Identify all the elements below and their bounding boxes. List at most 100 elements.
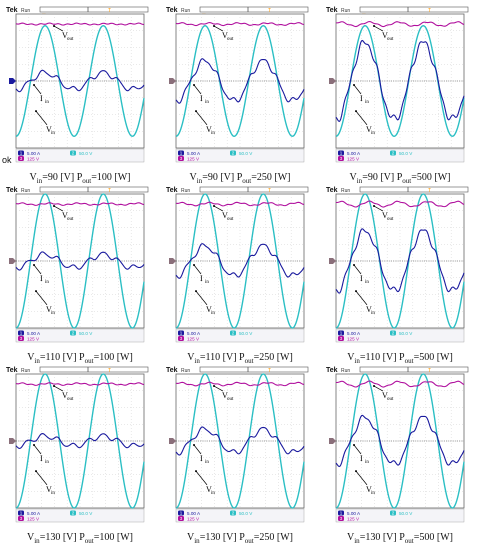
iin-label-text: I	[40, 274, 43, 283]
channel-number: 1	[180, 511, 183, 516]
iin-label-subscript: in	[365, 280, 369, 285]
caption-vin-value: 130	[205, 532, 221, 543]
channel-number: 1	[20, 151, 23, 156]
iin-label-arrow	[193, 84, 202, 95]
channel-number: 3	[340, 516, 343, 521]
ch3-scale-readout: 125 V	[187, 336, 200, 341]
vin-label-arrow	[35, 110, 48, 126]
iin-label-subscript: in	[205, 460, 209, 465]
status-label: Run	[181, 8, 190, 14]
iin-label-text: I	[360, 94, 363, 103]
brand-label: Tek	[326, 7, 338, 14]
iin-label-text: I	[40, 94, 43, 103]
caption-pout-value: 100	[99, 352, 115, 363]
channel-badge-icon	[178, 150, 184, 156]
vin-trace	[175, 25, 305, 137]
vout-label-text: V	[382, 31, 388, 40]
channel-readout: 1 5.00 A 2 50.0 V 3 125 V	[335, 328, 465, 343]
vout-trace	[15, 382, 145, 386]
ch2-scale-readout: 50.0 V	[399, 331, 413, 336]
vin-label-subscript: in	[51, 491, 55, 496]
channel-ground-marker	[9, 438, 16, 444]
iin-label-subscript: in	[205, 280, 209, 285]
ch3-scale-readout: 125 V	[187, 156, 200, 161]
channel-badge-icon	[18, 156, 24, 161]
vin-label-arrow-head	[35, 110, 37, 113]
vout-label-text: V	[62, 211, 68, 220]
channel-readout: 1 5.00 A 2 50.0 V 3 125 V	[15, 328, 145, 343]
channel-number: 3	[180, 516, 183, 521]
iin-label-arrow-head	[193, 84, 195, 86]
iin-trace	[335, 228, 465, 294]
channel-number: 1	[340, 151, 343, 156]
caption-pout-value: 500	[416, 172, 432, 183]
record-bar	[359, 366, 469, 373]
vout-trace	[15, 22, 145, 26]
vin-label-arrow-head	[35, 470, 37, 473]
vout-label-subscript: out	[387, 397, 394, 402]
ch3-scale-readout: 125 V	[347, 516, 360, 521]
ch3-scale-readout: 125 V	[347, 156, 360, 161]
ch2-scale-readout: 50.0 V	[79, 151, 93, 156]
iin-label-arrow	[33, 84, 42, 95]
readout-background	[175, 328, 305, 343]
ch1-scale-readout: 5.00 A	[27, 151, 41, 156]
vin-trace	[15, 25, 145, 137]
vin-label-arrow	[195, 110, 208, 126]
vin-label-subscript: in	[211, 491, 215, 496]
panel-caption: Vin=90 [V] Pout=250 [W]	[189, 172, 291, 185]
channel-badge-icon	[230, 510, 236, 516]
vin-label-text: V	[366, 125, 372, 134]
vout-label-text: V	[382, 211, 388, 220]
panel-caption: Vin=110 [V] Pout=250 [W]	[187, 352, 293, 365]
vin-label-subscript: in	[371, 491, 375, 496]
vout-label-text: V	[382, 391, 388, 400]
ch2-scale-readout: 50.0 V	[399, 511, 413, 516]
vin-label-text: V	[206, 125, 212, 134]
vin-label-arrow-head	[355, 470, 357, 473]
iin-trace	[175, 243, 305, 279]
iin-label-subscript: in	[365, 460, 369, 465]
vin-label-arrow	[355, 290, 368, 306]
channel-badge-icon	[178, 156, 184, 161]
channel-ground-marker	[169, 78, 176, 84]
ch1-scale-readout: 5.00 A	[347, 331, 361, 336]
vin-trace	[335, 25, 465, 137]
vout-label-arrow	[53, 385, 64, 392]
brand-label: Tek	[166, 187, 178, 194]
ch3-scale-readout: 125 V	[27, 156, 40, 161]
trigger-position-icon: T	[428, 368, 431, 374]
readout-background	[335, 508, 465, 523]
channel-number: 3	[180, 156, 183, 161]
brand-label: Tek	[326, 187, 338, 194]
vin-label-subscript: in	[51, 311, 55, 316]
channel-badge-icon	[18, 330, 24, 336]
caption-vin-value: 110	[205, 352, 221, 363]
iin-label-arrow-head	[33, 84, 35, 86]
trigger-position-icon: T	[108, 188, 111, 194]
channel-number: 1	[20, 511, 23, 516]
vout-label-text: V	[222, 31, 228, 40]
channel-ground-marker	[329, 258, 336, 264]
panel-caption: Vin=110 [V] Pout=100 [W]	[27, 352, 133, 365]
trigger-position-icon: T	[428, 188, 431, 194]
vout-label-arrow	[213, 205, 224, 212]
channel-badge-icon	[390, 330, 396, 336]
channel-ground-marker	[329, 78, 336, 84]
vout-label-arrow-head	[53, 25, 55, 28]
status-label: Run	[341, 368, 350, 374]
channel-badge-icon	[390, 510, 396, 516]
caption-vin-value: 90	[367, 172, 378, 183]
ch1-scale-readout: 5.00 A	[347, 151, 361, 156]
channel-number: 1	[180, 151, 183, 156]
vout-label-text: V	[62, 391, 68, 400]
ch2-scale-readout: 50.0 V	[239, 151, 253, 156]
channel-number: 1	[180, 331, 183, 336]
iin-label-text: I	[200, 454, 203, 463]
iin-trace	[15, 251, 145, 271]
vout-trace	[175, 21, 305, 27]
